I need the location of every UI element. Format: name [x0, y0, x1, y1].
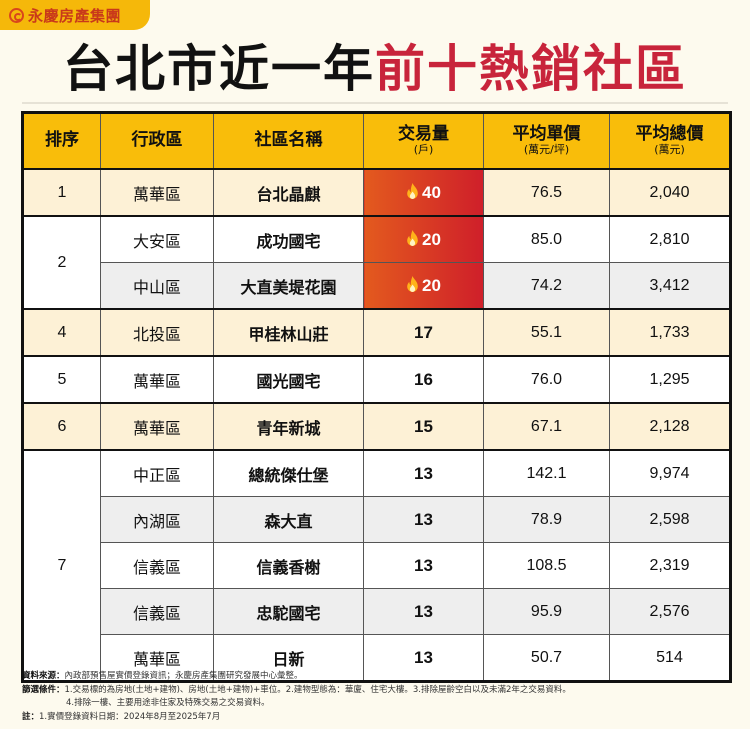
page-title: 台北市近一年前十熱銷社區 — [0, 36, 750, 102]
community-cell: 青年新城 — [213, 402, 364, 451]
unit-price-cell: 85.0 — [483, 215, 610, 263]
table-row: 2 大安區 成功國宅 20 85.0 2,810 — [22, 215, 731, 310]
volume-cell: 20 — [363, 262, 484, 310]
header-rank: 排序 — [22, 112, 101, 170]
date-note: 註：1.實價登錄資料日期：2024年8月至2025年7月 — [22, 711, 221, 722]
unit-price-cell: 78.9 — [483, 496, 610, 543]
fire-icon — [407, 182, 418, 199]
table-row: 內湖區 森大直 13 78.9 2,598 — [23, 496, 731, 543]
rank-cell: 7 — [22, 449, 101, 682]
filter-note-cont: 4.排除一樓、主要用途非住家及特殊交易之交易資料。 — [66, 698, 270, 708]
rank-cell: 5 — [22, 355, 101, 404]
unit-price-cell: 142.1 — [483, 449, 610, 497]
rank-cell: 6 — [22, 402, 101, 451]
table-row: 7 中正區 總統傑仕堡 13 142.1 9,974 — [22, 449, 731, 682]
volume-cell: 17 — [363, 308, 484, 357]
total-price-cell: 2,040 — [609, 168, 731, 217]
total-price-cell: 2,128 — [609, 402, 731, 451]
unit-price-cell: 74.2 — [483, 262, 610, 310]
footnotes: 資料來源：內政部預售屋實價登錄資訊；永慶房產集團研究發展中心彙整。 篩選條件：1… — [22, 670, 571, 724]
fire-icon — [407, 275, 418, 292]
district-cell: 內湖區 — [100, 496, 214, 543]
district-cell: 信義區 — [100, 588, 214, 635]
district-cell: 萬華區 — [100, 634, 214, 682]
title-part2: 前十熱銷社區 — [375, 40, 687, 98]
district-cell: 中山區 — [100, 262, 214, 310]
total-price-cell: 2,576 — [609, 588, 731, 635]
title-divider — [22, 102, 728, 104]
table-row: 信義區 信義香榭 13 108.5 2,319 — [23, 542, 731, 589]
district-cell: 中正區 — [100, 449, 214, 497]
source-note: 資料來源：內政部預售屋實價登錄資訊；永慶房產集團研究發展中心彙整。 — [22, 671, 303, 681]
brand-name: 永慶房產集團 — [28, 6, 122, 25]
volume-cell: 15 — [363, 402, 484, 451]
community-cell: 國光國宅 — [213, 355, 364, 404]
rank-cell: 2 — [22, 215, 101, 310]
title-part1: 台北市近一年 — [63, 40, 375, 98]
district-cell: 萬華區 — [100, 402, 214, 451]
unit-price-cell: 55.1 — [483, 308, 610, 357]
table-header-row: 排序 行政區 社區名稱 交易量 (戶) 平均單價 (萬元/坪) 平均總價 (萬元) — [22, 112, 731, 170]
volume-cell: 13 — [363, 542, 484, 589]
yungching-logo-icon — [9, 7, 24, 23]
header-community: 社區名稱 — [213, 112, 364, 170]
total-price-cell: 2,598 — [609, 496, 731, 543]
volume-cell: 13 — [363, 496, 484, 543]
unit-price-cell: 50.7 — [483, 634, 610, 682]
unit-price-cell: 76.5 — [483, 168, 610, 217]
total-price-cell: 2,810 — [609, 215, 731, 263]
community-cell: 台北晶麒 — [213, 168, 364, 217]
table-row: 萬華區 日新 13 50.7 514 — [23, 634, 731, 682]
total-price-cell: 9,974 — [609, 449, 731, 497]
unit-price-cell: 76.0 — [483, 355, 610, 404]
table-row: 信義區 忠駝國宅 13 95.9 2,576 — [23, 588, 731, 635]
volume-cell: 13 — [363, 588, 484, 635]
total-price-cell: 1,733 — [609, 308, 731, 357]
volume-cell: 16 — [363, 355, 484, 404]
header-district: 行政區 — [100, 112, 214, 170]
filter-note: 篩選條件：1.交易標的為房地(土地+建物)、房地(土地+建物)+車位。2.建物型… — [22, 684, 571, 695]
total-price-cell: 2,319 — [609, 542, 731, 589]
volume-cell: 20 — [363, 215, 484, 263]
total-price-cell: 3,412 — [609, 262, 731, 310]
table-row: 6 萬華區 青年新城 15 67.1 2,128 — [22, 402, 731, 451]
header-total-price: 平均總價 (萬元) — [609, 112, 731, 170]
district-cell: 北投區 — [100, 308, 214, 357]
fire-icon — [407, 229, 418, 246]
district-cell: 萬華區 — [100, 168, 214, 217]
unit-price-cell: 108.5 — [483, 542, 610, 589]
rank-cell: 4 — [22, 308, 101, 357]
community-cell: 甲桂林山莊 — [213, 308, 364, 357]
community-cell: 森大直 — [213, 496, 364, 543]
district-cell: 信義區 — [100, 542, 214, 589]
ranking-table: 排序 行政區 社區名稱 交易量 (戶) 平均單價 (萬元/坪) 平均總價 (萬元) 1… — [21, 111, 732, 683]
community-cell: 大直美堤花園 — [213, 262, 364, 310]
rank-cell: 1 — [22, 168, 101, 217]
total-price-cell: 514 — [609, 634, 731, 682]
total-price-cell: 1,295 — [609, 355, 731, 404]
header-volume: 交易量 (戶) — [363, 112, 484, 170]
unit-price-cell: 95.9 — [483, 588, 610, 635]
brand-tab: 永慶房產集團 — [0, 0, 150, 30]
table-row: 5 萬華區 國光國宅 16 76.0 1,295 — [22, 355, 731, 404]
volume-cell: 13 — [363, 634, 484, 682]
volume-cell: 13 — [363, 449, 484, 497]
table-row: 中山區 大直美堤花園 20 74.2 3,412 — [23, 262, 731, 310]
community-cell: 忠駝國宅 — [213, 588, 364, 635]
community-cell: 成功國宅 — [213, 215, 364, 263]
district-cell: 萬華區 — [100, 355, 214, 404]
district-cell: 大安區 — [100, 215, 214, 263]
community-cell: 信義香榭 — [213, 542, 364, 589]
community-cell: 總統傑仕堡 — [213, 449, 364, 497]
volume-cell: 40 — [363, 168, 484, 217]
table-row: 1 萬華區 台北晶麒 40 76.5 2,040 — [22, 168, 731, 217]
table-row: 4 北投區 甲桂林山莊 17 55.1 1,733 — [22, 308, 731, 357]
header-unit-price: 平均單價 (萬元/坪) — [483, 112, 610, 170]
unit-price-cell: 67.1 — [483, 402, 610, 451]
